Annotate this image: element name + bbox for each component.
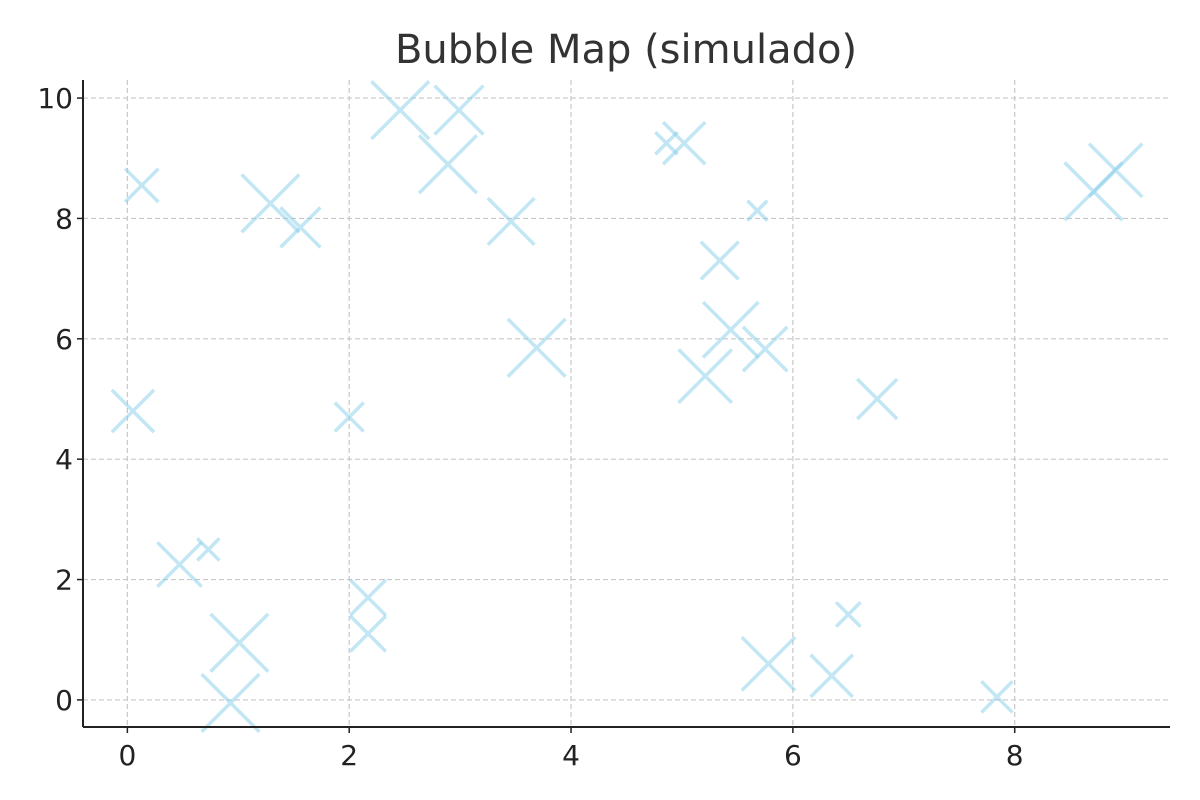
data-point xyxy=(506,317,567,378)
x-tick-label: 8 xyxy=(1006,739,1024,772)
x-tick-label: 6 xyxy=(784,739,802,772)
data-point xyxy=(110,388,156,434)
chart-title: Bubble Map (simulado) xyxy=(395,27,857,73)
data-point xyxy=(417,134,478,195)
ticks: 0 2 4 6 8 0 2 4 6 8 10 xyxy=(37,82,1023,772)
data-point xyxy=(349,614,388,653)
y-tick-label: 8 xyxy=(55,202,73,235)
data-point xyxy=(980,680,1014,714)
data-point xyxy=(333,401,365,433)
data-point xyxy=(741,325,789,373)
data-point xyxy=(809,653,855,699)
data-point xyxy=(123,167,160,204)
data-point xyxy=(433,84,485,136)
data-point xyxy=(156,541,203,588)
grid xyxy=(83,80,1170,727)
x-tick-label: 4 xyxy=(562,739,580,772)
x-tick-label: 2 xyxy=(340,739,358,772)
data-point xyxy=(200,672,261,734)
y-tick-label: 6 xyxy=(55,323,73,356)
data-point xyxy=(279,206,322,249)
data-point xyxy=(209,612,270,673)
data-point xyxy=(486,196,536,246)
data-point xyxy=(701,300,760,359)
y-tick-label: 0 xyxy=(55,684,73,717)
markers xyxy=(110,80,1144,734)
data-point xyxy=(740,635,797,692)
data-point xyxy=(349,578,388,617)
data-point xyxy=(661,120,707,166)
axes xyxy=(82,80,1170,728)
data-point xyxy=(196,537,221,562)
data-point xyxy=(240,173,301,234)
data-point xyxy=(677,348,734,404)
data-point xyxy=(699,240,740,281)
y-tick-label: 2 xyxy=(55,564,73,597)
data-point xyxy=(654,130,679,156)
y-tick-label: 4 xyxy=(55,443,73,476)
data-point xyxy=(1087,142,1144,199)
data-point xyxy=(370,80,431,141)
data-point xyxy=(834,601,862,628)
y-tick-label: 10 xyxy=(37,82,73,115)
data-point xyxy=(746,199,769,222)
data-point xyxy=(855,377,899,421)
x-tick-label: 0 xyxy=(118,739,136,772)
